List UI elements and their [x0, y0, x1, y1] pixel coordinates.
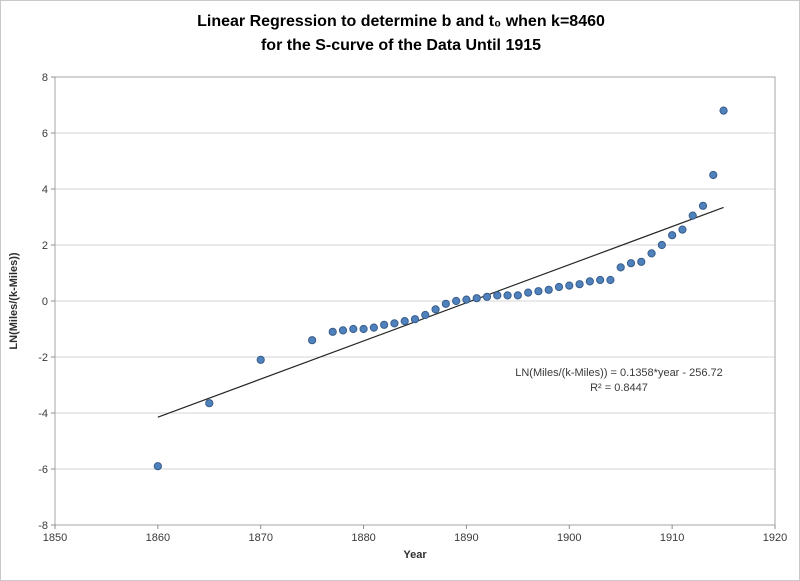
data-point — [585, 277, 594, 286]
data-point — [441, 299, 450, 308]
data-point — [338, 326, 348, 335]
data-point — [503, 291, 512, 300]
data-point — [575, 280, 584, 289]
y-tick-label: -2 — [38, 352, 48, 364]
data-point — [472, 294, 481, 303]
chart-title: Linear Regression to determine b and t₀ … — [1, 10, 799, 58]
data-point — [524, 288, 533, 297]
regression-annotation: LN(Miles/(k-Miles)) = 0.1358*year - 256.… — [499, 366, 739, 396]
regression-equation: LN(Miles/(k-Miles)) = 0.1358*year - 256.… — [515, 367, 723, 379]
x-tick-label: 1880 — [351, 532, 375, 544]
data-point — [462, 295, 471, 304]
y-tick-label: 0 — [42, 296, 48, 308]
y-tick-label: -8 — [38, 520, 48, 532]
data-point — [400, 317, 409, 326]
data-point — [698, 201, 708, 210]
data-point — [616, 263, 625, 272]
r-squared-value: R² = 0.8447 — [590, 382, 648, 394]
data-point — [606, 275, 615, 285]
data-point — [359, 324, 368, 334]
data-point — [534, 287, 543, 296]
y-tick-label: -4 — [38, 408, 48, 420]
data-point — [513, 291, 522, 300]
data-point — [493, 291, 502, 300]
data-point — [328, 327, 337, 336]
data-point — [390, 319, 399, 328]
data-point — [544, 285, 553, 294]
data-point — [668, 231, 677, 240]
data-point — [452, 296, 461, 306]
chart-title-line2: for the S-curve of the Data Until 1915 — [260, 37, 542, 54]
data-point — [421, 310, 430, 320]
y-axis-title: LN(Miles/(k-Miles)) — [8, 252, 20, 350]
data-point — [647, 249, 656, 258]
x-tick-label: 1850 — [43, 532, 67, 544]
data-point — [256, 355, 265, 364]
chart-title-line1: Linear Regression to determine b and t₀ … — [197, 13, 605, 30]
x-tick-label: 1870 — [248, 532, 272, 544]
y-tick-label: 6 — [42, 128, 48, 140]
data-point — [153, 462, 162, 471]
x-tick-label: 1910 — [660, 532, 684, 544]
x-axis-title: Year — [403, 549, 427, 561]
data-point — [205, 399, 214, 408]
data-point — [380, 320, 389, 329]
data-point — [709, 170, 718, 180]
data-point — [554, 282, 564, 292]
data-point — [369, 323, 378, 332]
y-tick-label: -6 — [38, 464, 48, 476]
data-point — [596, 275, 605, 285]
data-point — [431, 305, 440, 314]
data-point — [308, 336, 317, 345]
data-point — [637, 257, 646, 266]
x-tick-label: 1860 — [146, 532, 170, 544]
data-point — [719, 106, 728, 115]
y-tick-label: 2 — [42, 240, 48, 252]
data-point — [482, 292, 492, 301]
x-tick-label: 1920 — [763, 532, 787, 544]
trend-line — [157, 206, 724, 418]
data-point — [688, 211, 697, 220]
x-tick-label: 1890 — [454, 532, 478, 544]
y-tick-label: 4 — [42, 184, 48, 196]
data-point — [657, 240, 666, 250]
data-point — [410, 315, 420, 324]
x-tick-label: 1900 — [557, 532, 581, 544]
data-point — [565, 281, 574, 290]
data-point — [678, 225, 687, 234]
data-point — [626, 259, 636, 268]
data-point — [349, 324, 358, 334]
y-tick-label: 8 — [42, 72, 48, 84]
